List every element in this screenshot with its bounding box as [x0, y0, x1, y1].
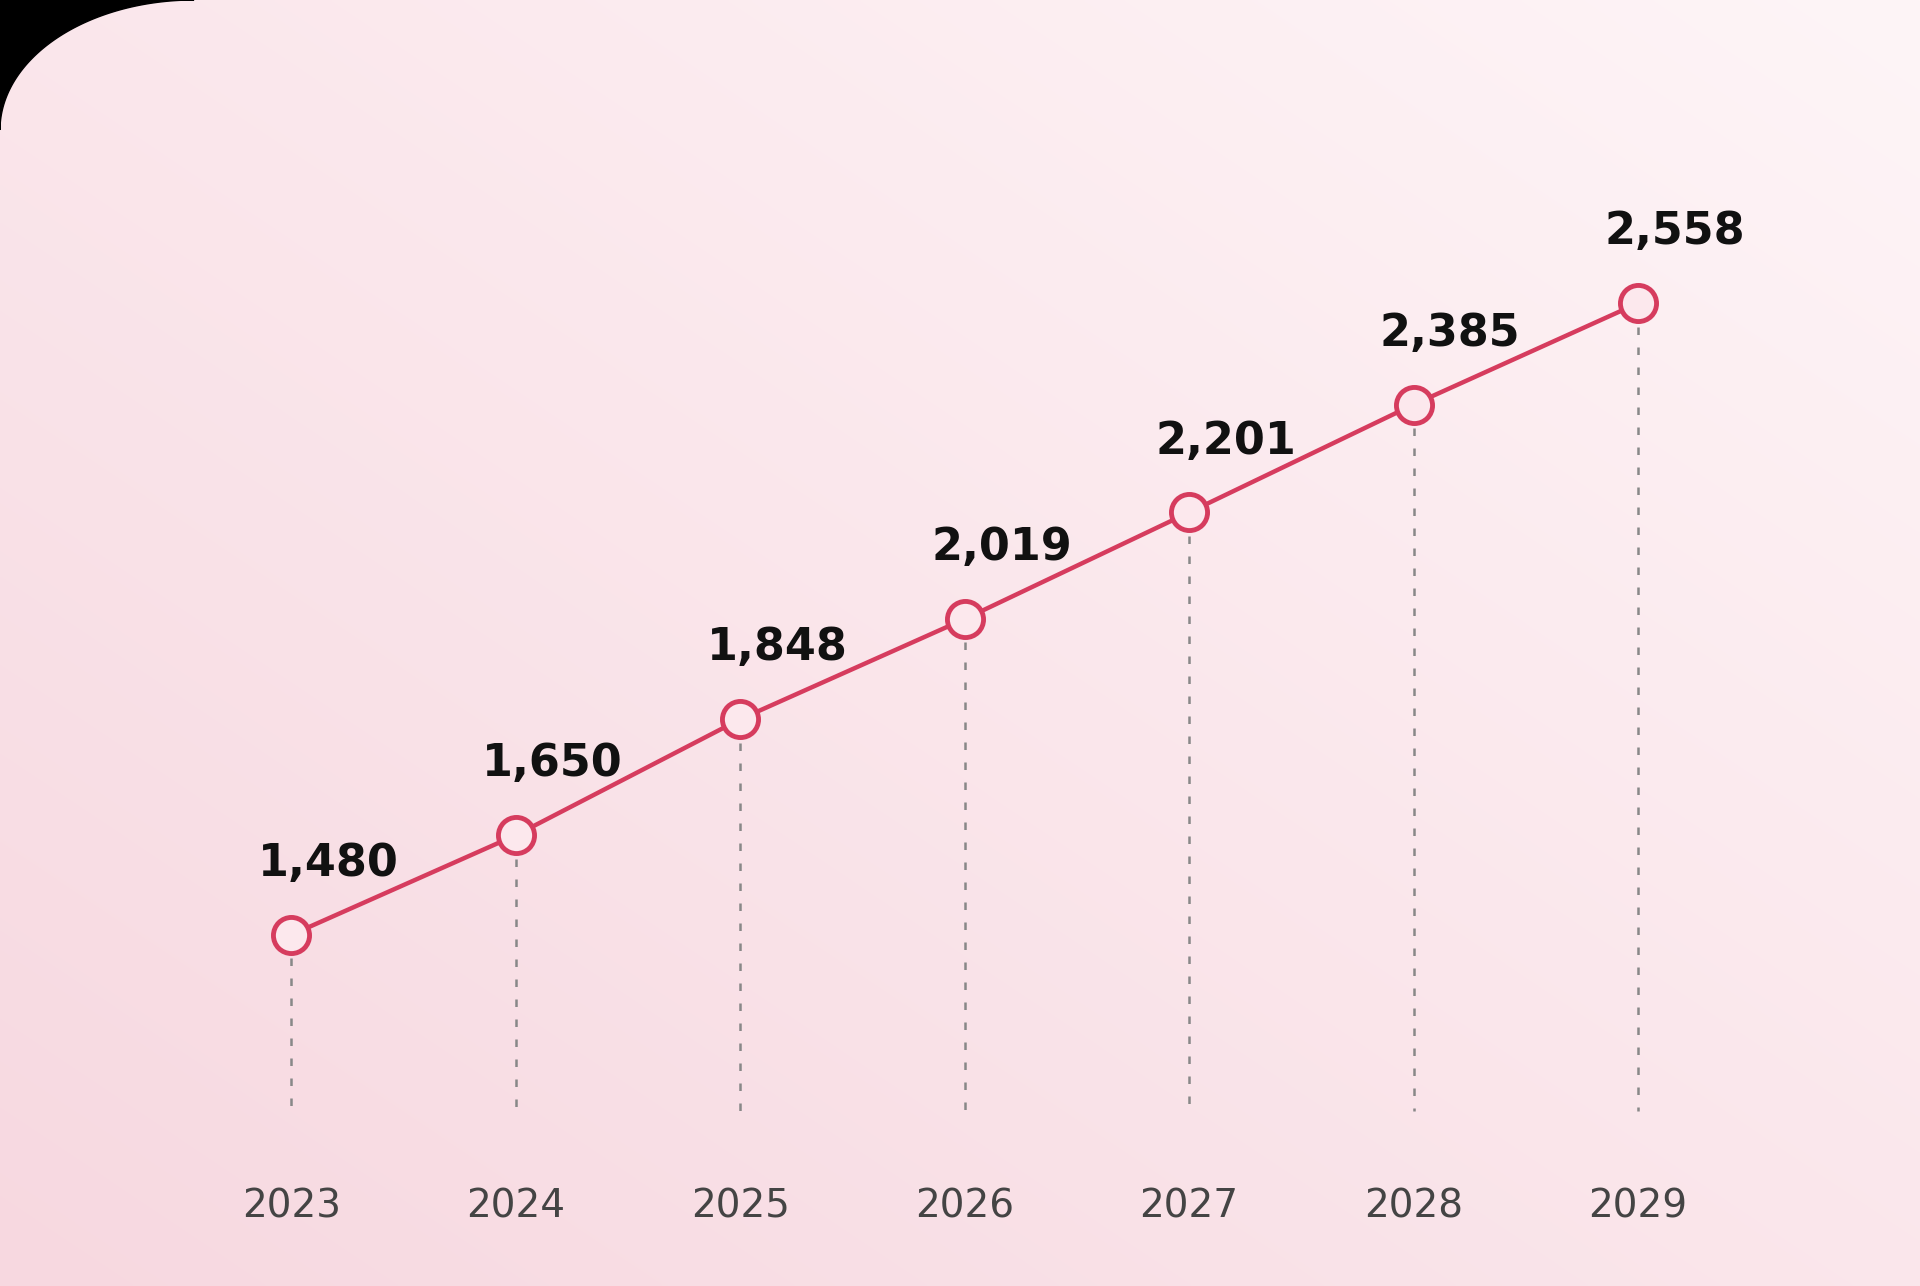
Polygon shape [0, 0, 194, 130]
Text: 1,848: 1,848 [707, 626, 847, 670]
Text: 2,385: 2,385 [1380, 311, 1521, 355]
Text: 1,650: 1,650 [482, 742, 622, 786]
Text: 2,558: 2,558 [1605, 211, 1745, 253]
Text: 2,201: 2,201 [1156, 419, 1296, 463]
Text: 1,480: 1,480 [257, 842, 399, 885]
Text: 2,019: 2,019 [931, 526, 1071, 570]
